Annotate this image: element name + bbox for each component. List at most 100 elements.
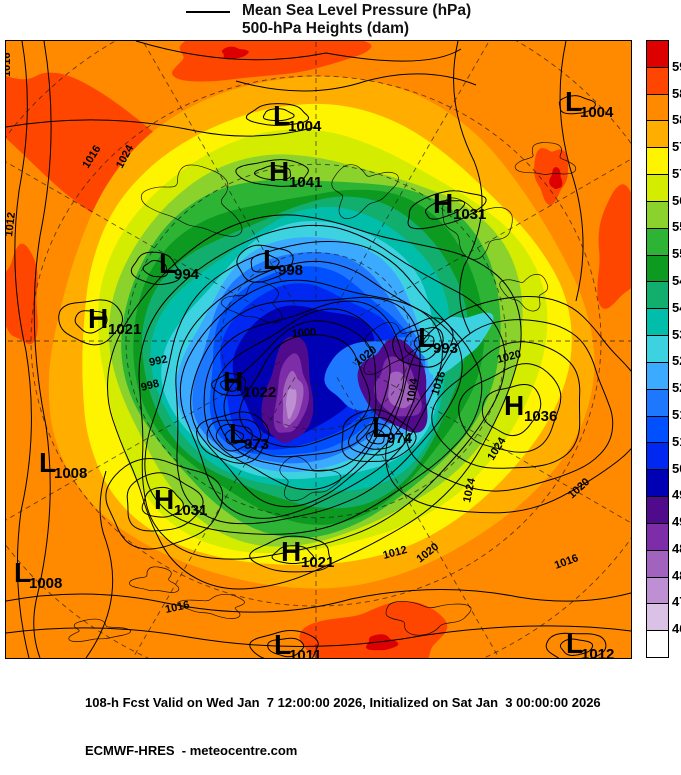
colorbar-cell [647,336,668,363]
pressure-center-value: 1004 [580,104,614,121]
colorbar-cell [647,389,668,417]
colorbar-cell [647,631,668,658]
colorbar-cell [647,470,668,498]
colorbar-tick-label: 582 [672,112,681,128]
pressure-center-letter: H [269,156,289,187]
colorbar-tick-label: 474 [672,594,681,610]
colorbar-tick-label: 510 [672,433,681,449]
pressure-center-letter: L [263,244,280,275]
colorbar-tick-label: 480 [672,567,681,583]
colorbar-cell [647,416,668,444]
pressure-center-value: 1021 [108,321,141,338]
pressure-center-value: 1041 [289,174,322,191]
colorbar-cell [647,41,668,68]
pressure-center-letter: L [372,412,389,443]
mslp-contour-legend-icon [186,11,230,13]
pressure-center-value: 1008 [54,465,87,482]
colorbar-tick-label: 594 [672,58,681,74]
contour-label: 1016 [164,599,190,616]
colorbar-tick-label: 534 [672,326,681,342]
colorbar-tick-label: 540 [672,299,681,315]
weather-map: 1016 1012 1016 1024 992 998 1000 1020 1004 1016 10… [5,40,632,659]
pressure-center-value: 1012 [581,646,614,658]
pressure-center-letter: H [223,366,243,397]
contour-label: 1000 [291,326,316,340]
colorbar-cell [647,523,668,551]
pressure-center-value: 1011 [289,647,322,658]
colorbar-tick-label: 492 [672,514,681,530]
colorbar-tick-label: 570 [672,165,681,181]
colorbar-tick-label: 486 [672,540,681,556]
pressure-center-letter: L [159,248,176,279]
contour-label: 1004 [405,377,420,404]
colorbar-cell [647,148,668,176]
colorbar-tick-label: 576 [672,139,681,155]
colorbar-cell [647,443,668,471]
pressure-center-value: 974 [387,430,413,447]
colorbar-tick-label: 516 [672,406,681,422]
colorbar-tick-label: 522 [672,380,681,396]
pressure-center-value: 1008 [29,575,62,592]
colorbar-tick-label: 546 [672,273,681,289]
colorbar-tick-label: 588 [672,85,681,101]
colorbar-tick-label: 564 [672,192,681,208]
pressure-center-value: 1004 [288,118,322,135]
colorbar-cell [647,309,668,337]
pressure-center-letter: L [565,86,582,117]
pressure-center-letter: L [566,628,583,658]
contour-label: 992 [148,353,168,369]
pressure-center-letter: L [418,322,435,353]
contour-label: 1012 [6,212,18,238]
pressure-center-letter: L [229,418,246,449]
colorbar-tick-label: 498 [672,487,681,503]
contour-label: 1020 [496,348,523,366]
colorbar-cell [647,577,668,605]
colorbar-cell [647,67,668,95]
colorbar-cell [647,121,668,149]
pressure-center-value: 973 [244,436,269,453]
pressure-center-letter: L [14,557,31,588]
colorbar-tick-label: 552 [672,246,681,262]
pressure-center-value: 1022 [243,384,276,401]
colorbar-tick-label: 468 [672,621,681,637]
chart-header: Mean Sea Level Pressure (hPa) 500-hPa He… [186,2,471,38]
colorbar-cell [647,175,668,202]
colorbar [646,40,669,658]
colorbar-tick-label: 558 [672,219,681,235]
contour-label: 1024 [461,476,478,503]
pressure-center-value: 1031 [453,206,486,223]
pressure-center-value: 994 [174,266,200,283]
footer-caption: 108-h Fcst Valid on Wed Jan 7 12:00:00 2… [85,663,601,775]
colorbar-cell [647,255,668,283]
pressure-center-value: 1036 [524,408,557,425]
pressure-center-letter: L [39,447,56,478]
pressure-center-letter: H [154,484,174,515]
pressure-center-value: 1031 [174,502,207,519]
title-line-heights: 500-hPa Heights (dam) [242,20,410,37]
pressure-center-letter: L [273,100,290,131]
forecast-valid-line: 108-h Fcst Valid on Wed Jan 7 12:00:00 2… [85,695,601,710]
pressure-center-letter: H [88,303,108,334]
colorbar-cell [647,228,668,256]
colorbar-tick-label: 504 [672,460,681,476]
pressure-center-value: 998 [278,262,303,279]
colorbar-cell [647,282,668,310]
pressure-center-value: 993 [433,340,458,357]
pressure-center-value: 1021 [301,554,334,571]
pressure-center-letter: L [274,629,291,658]
colorbar-tick-label: 528 [672,353,681,369]
colorbar-cell [647,362,668,390]
contour-label: 1016 [6,53,13,77]
pressure-center-letter: H [281,536,301,567]
pressure-center-letter: H [433,188,453,219]
colorbar-cell [647,604,668,632]
colorbar-cell [647,94,668,122]
contour-label: 998 [140,378,161,394]
pressure-center-letter: H [504,390,524,421]
colorbar-cell [647,497,668,524]
colorbar-cell [647,550,668,578]
colorbar-cell [647,201,668,229]
title-line-mslp: Mean Sea Level Pressure (hPa) [242,2,472,19]
model-source-line: ECMWF-HRES - meteocentre.com [85,743,298,758]
